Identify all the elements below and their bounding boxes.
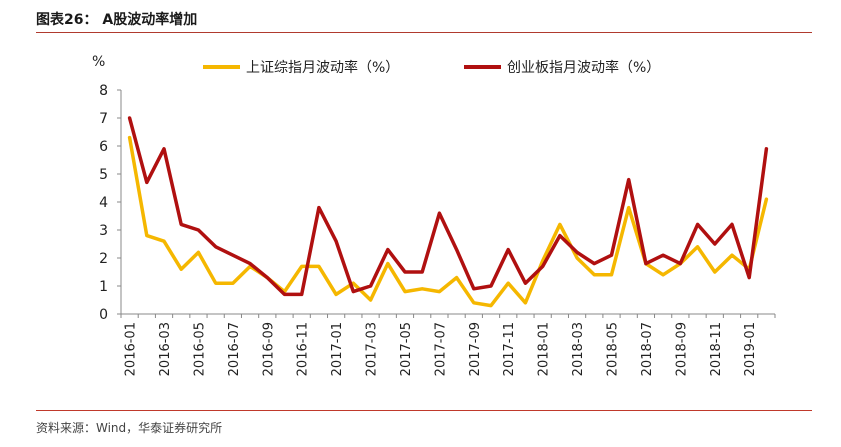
y-tick-label: 2	[99, 251, 108, 267]
x-tick-label: 2016-11	[296, 322, 311, 376]
x-tick-label: 2018-07	[640, 322, 655, 376]
x-tick-label: 2017-07	[433, 322, 448, 376]
y-axis-ticks: 0 1 2 3 4 5 6 7 8	[99, 83, 121, 323]
x-tick-label: 2017-09	[468, 322, 483, 376]
x-tick-label: 2018-05	[606, 322, 621, 376]
x-tick-label: 2016-07	[227, 322, 242, 376]
y-axis-unit-label: %	[92, 54, 105, 70]
x-tick-label: 2018-09	[674, 322, 689, 376]
x-tick-label: 2017-03	[365, 322, 380, 376]
x-tick-label: 2018-11	[709, 322, 724, 376]
y-tick-label: 8	[99, 83, 108, 99]
x-tick-label: 2017-01	[330, 322, 345, 376]
x-tick-label: 2016-03	[158, 322, 173, 376]
line-chart: % 0 1 2 3 4 5 6 7 8 2016-01 2016-03 2016-05 2016-07…	[0, 0, 841, 447]
series-line-shanghai	[130, 138, 767, 306]
x-tick-label: 2018-01	[537, 322, 552, 376]
y-tick-label: 4	[99, 195, 108, 211]
x-tick-label: 2017-11	[502, 322, 517, 376]
y-tick-label: 3	[99, 223, 108, 239]
x-tick-label: 2016-05	[192, 322, 207, 376]
legend: 上证综指月波动率（%） 创业板指月波动率（%）	[203, 59, 660, 76]
y-tick-label: 1	[99, 279, 108, 295]
x-tick-label: 2016-09	[261, 322, 276, 376]
x-tick-label: 2016-01	[124, 322, 139, 376]
y-tick-label: 0	[99, 307, 108, 323]
x-tick-label: 2019-01	[743, 322, 758, 376]
y-tick-label: 5	[99, 167, 108, 183]
series-lines	[130, 118, 767, 306]
x-axis-ticks: 2016-01 2016-03 2016-05 2016-07 2016-09 2016-…	[121, 314, 775, 376]
axes	[121, 90, 775, 314]
y-tick-label: 6	[99, 139, 108, 155]
x-tick-label: 2018-03	[571, 322, 586, 376]
source-note: 资料来源：Wind，华泰证券研究所	[36, 419, 222, 436]
y-axis-unit-group: %	[92, 54, 105, 70]
footer-divider	[36, 410, 812, 411]
legend-label-chinext: 创业板指月波动率（%）	[507, 59, 660, 76]
y-tick-label: 7	[99, 111, 108, 127]
x-tick-label: 2017-05	[399, 322, 414, 376]
legend-label-shanghai: 上证综指月波动率（%）	[246, 59, 399, 76]
